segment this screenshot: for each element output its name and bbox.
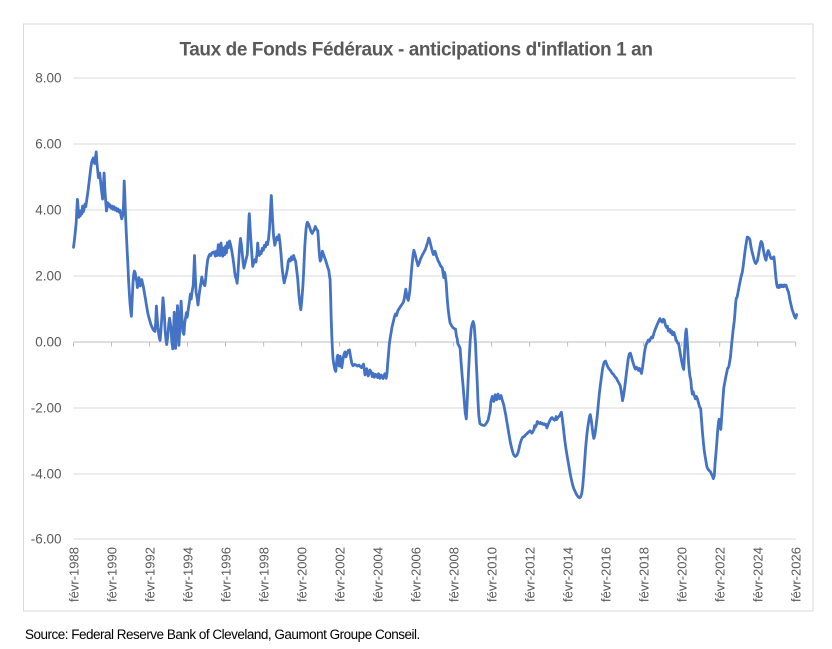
svg-text:févr-2016: févr-2016 <box>599 547 614 602</box>
svg-text:févr-2006: févr-2006 <box>409 547 424 602</box>
svg-text:févr-2022: févr-2022 <box>713 547 728 602</box>
svg-text:févr-1990: févr-1990 <box>105 547 120 602</box>
svg-text:4.00: 4.00 <box>35 203 61 218</box>
svg-text:-4.00: -4.00 <box>31 467 62 482</box>
svg-text:févr-2002: févr-2002 <box>333 547 348 602</box>
svg-text:Taux de Fonds Fédéraux - antic: Taux de Fonds Fédéraux - anticipations d… <box>179 40 652 61</box>
svg-text:févr-2004: févr-2004 <box>371 547 386 602</box>
svg-text:Source: Federal Reserve Bank o: Source: Federal Reserve Bank of Clevelan… <box>25 627 420 642</box>
svg-text:févr-2012: févr-2012 <box>523 547 538 602</box>
svg-text:0.00: 0.00 <box>35 335 61 350</box>
svg-text:6.00: 6.00 <box>35 137 61 152</box>
svg-text:févr-2008: févr-2008 <box>447 547 462 602</box>
svg-text:févr-1992: févr-1992 <box>143 547 158 602</box>
svg-text:févr-2026: févr-2026 <box>789 547 804 602</box>
svg-text:8.00: 8.00 <box>35 71 61 86</box>
svg-text:févr-1994: févr-1994 <box>181 547 196 602</box>
svg-text:févr-2014: févr-2014 <box>561 547 576 602</box>
svg-text:févr-2018: févr-2018 <box>637 547 652 602</box>
svg-text:févr-2024: févr-2024 <box>751 547 766 602</box>
svg-text:févr-1996: févr-1996 <box>219 547 234 602</box>
svg-text:févr-1988: févr-1988 <box>67 547 82 602</box>
svg-text:2.00: 2.00 <box>35 269 61 284</box>
svg-text:févr-1998: févr-1998 <box>257 547 272 602</box>
svg-text:févr-2000: févr-2000 <box>295 547 310 602</box>
svg-text:-2.00: -2.00 <box>31 401 62 416</box>
svg-text:févr-2010: févr-2010 <box>485 547 500 602</box>
svg-text:-6.00: -6.00 <box>31 532 62 547</box>
svg-text:févr-2020: févr-2020 <box>675 547 690 602</box>
